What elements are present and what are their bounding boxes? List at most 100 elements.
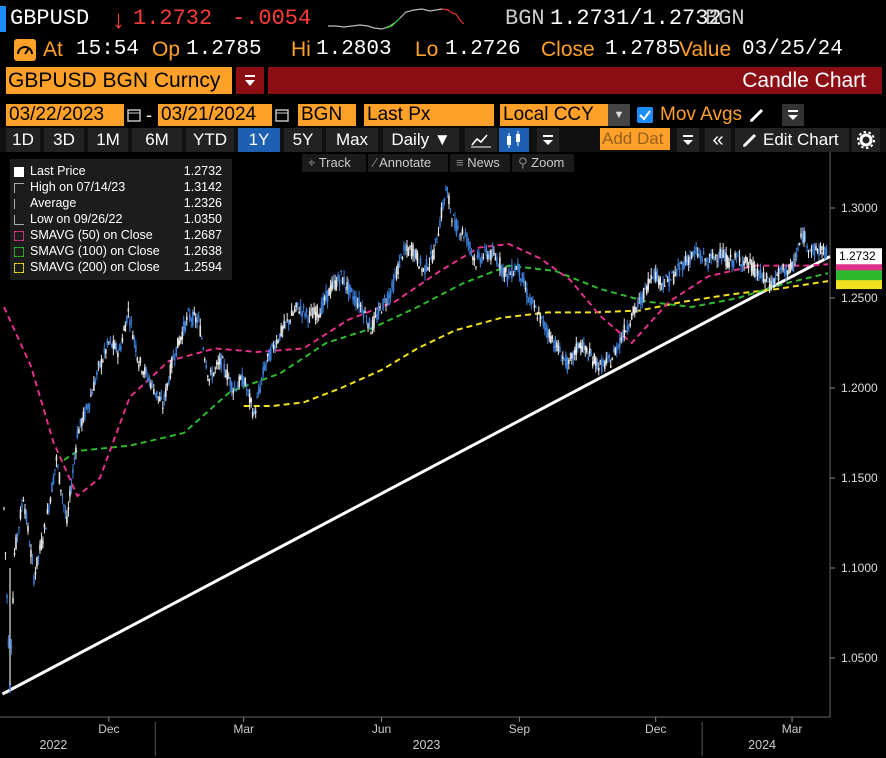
year-label: 2024 [748, 738, 776, 752]
candle-body [478, 252, 480, 258]
mov-avgs-checkbox[interactable] [637, 107, 653, 123]
currency-dropdown-icon[interactable]: ▼ [608, 104, 630, 126]
candle-body [221, 357, 224, 359]
candle-body [323, 296, 326, 301]
candle-body [286, 319, 288, 321]
candle-body [449, 209, 452, 211]
candle-body [317, 315, 320, 318]
security-input[interactable]: GBPUSD BGN Curncy [6, 67, 232, 94]
legend-row[interactable]: SMAVG (100) on Close 1.2638 [14, 243, 228, 259]
candle-body [740, 264, 742, 267]
candle-body [470, 250, 473, 253]
candle-body [611, 358, 614, 361]
candle-body [281, 326, 284, 331]
candle-body [40, 539, 43, 549]
tab-3d[interactable]: 3D [44, 128, 84, 152]
low-label: Lo [415, 38, 439, 61]
candle-body [412, 244, 414, 257]
candle-body [379, 306, 381, 308]
add-data-dropdown[interactable] [677, 128, 699, 152]
candle-body [196, 319, 199, 324]
tab-ytd[interactable]: YTD [186, 128, 234, 152]
tab-6m[interactable]: 6M [132, 128, 182, 152]
candle-body [211, 372, 214, 380]
end-date-input[interactable]: 03/21/2024 [158, 104, 272, 126]
candle-body [129, 322, 131, 325]
chart-legend[interactable]: Last Price 1.2732 High on 07/14/23 1.3142 Av… [10, 159, 232, 280]
legend-row[interactable]: SMAVG (50) on Close 1.2687 [14, 227, 228, 243]
price-chart[interactable]: 1.3000 1.2500 1.2000 1.1500 1.1000 1.0500 Dec M… [0, 152, 886, 758]
pencil-icon[interactable] [748, 106, 766, 124]
candle-body [734, 253, 736, 258]
candle-body [621, 336, 624, 338]
tab-1d[interactable]: 1D [6, 128, 40, 152]
sma100-axis-label-bg [836, 268, 882, 281]
chart-type-dropdown[interactable] [537, 128, 559, 152]
candle-body [118, 347, 121, 351]
candle-body [464, 232, 467, 235]
candle-body [527, 299, 530, 303]
start-calendar-icon[interactable] [126, 104, 142, 126]
legend-row[interactable]: Average 1.2326 [14, 195, 228, 211]
candle-body [212, 372, 215, 376]
zoom-button[interactable]: ⚲ Zoom [512, 154, 574, 172]
legend-row[interactable]: Last Price 1.2732 [14, 163, 228, 179]
candle-body [150, 382, 152, 389]
candle-body [624, 331, 627, 333]
candle-body [770, 280, 772, 290]
candle-body [641, 294, 644, 305]
legend-row[interactable]: High on 07/14/23 1.3142 [14, 179, 228, 195]
candle-body [797, 248, 799, 250]
candle-body [82, 411, 85, 421]
tab-1y[interactable]: 1Y [238, 128, 280, 152]
candle-body [648, 279, 651, 283]
frequency-select[interactable]: Daily ▼ [383, 128, 459, 152]
candle-body [389, 291, 392, 298]
candle-body [48, 505, 50, 512]
candle-body [530, 297, 533, 305]
currency-select[interactable]: Local CCY [500, 104, 608, 126]
start-date-input[interactable]: 03/22/2023 [6, 104, 124, 126]
candle-body [24, 508, 26, 515]
annotate-button[interactable]: ∕ Annotate [368, 154, 448, 172]
candle-body [159, 397, 161, 402]
track-button[interactable]: ⌖ Track [302, 154, 366, 172]
candle-body [737, 255, 739, 257]
tab-1m[interactable]: 1M [88, 128, 128, 152]
candle-body [726, 256, 729, 268]
news-button[interactable]: ≡ News [450, 154, 510, 172]
line-chart-icon[interactable] [465, 128, 497, 152]
candle-body [256, 397, 258, 399]
candle-body [287, 320, 290, 325]
candle-body [257, 389, 260, 395]
candle-body [821, 252, 823, 254]
candle-body [278, 333, 281, 341]
edit-chart-button[interactable]: Edit Chart [735, 128, 849, 152]
candle-body [824, 248, 826, 260]
candle-chart-icon[interactable] [499, 128, 529, 152]
candle-body [767, 281, 769, 283]
end-calendar-icon[interactable] [274, 104, 290, 126]
candle-body [72, 469, 74, 474]
field-input[interactable]: Last Px [364, 104, 494, 126]
pricing-source-input[interactable]: BGN [298, 104, 356, 126]
gauge-icon[interactable] [14, 39, 36, 61]
candle-body [64, 511, 67, 515]
security-menu-button[interactable] [236, 67, 264, 94]
candle-body [434, 238, 437, 241]
last-price-axis-label-bg [836, 248, 882, 265]
candle-body [457, 226, 459, 229]
tab-5y[interactable]: 5Y [284, 128, 322, 152]
year-label: 2022 [40, 738, 68, 752]
candle-body [692, 251, 694, 255]
options-menu-button[interactable] [782, 104, 804, 126]
candle-body [632, 306, 635, 314]
legend-row[interactable]: Low on 09/26/22 1.0350 [14, 211, 228, 227]
legend-row[interactable]: SMAVG (200) on Close 1.2594 [14, 259, 228, 275]
collapse-icon[interactable]: « [705, 128, 731, 152]
tab-max[interactable]: Max [326, 128, 378, 152]
gear-icon[interactable] [852, 128, 880, 152]
add-data-input[interactable]: Add Dat [600, 128, 670, 150]
candle-body [418, 266, 420, 269]
legend-value: 1.0350 [183, 212, 222, 226]
